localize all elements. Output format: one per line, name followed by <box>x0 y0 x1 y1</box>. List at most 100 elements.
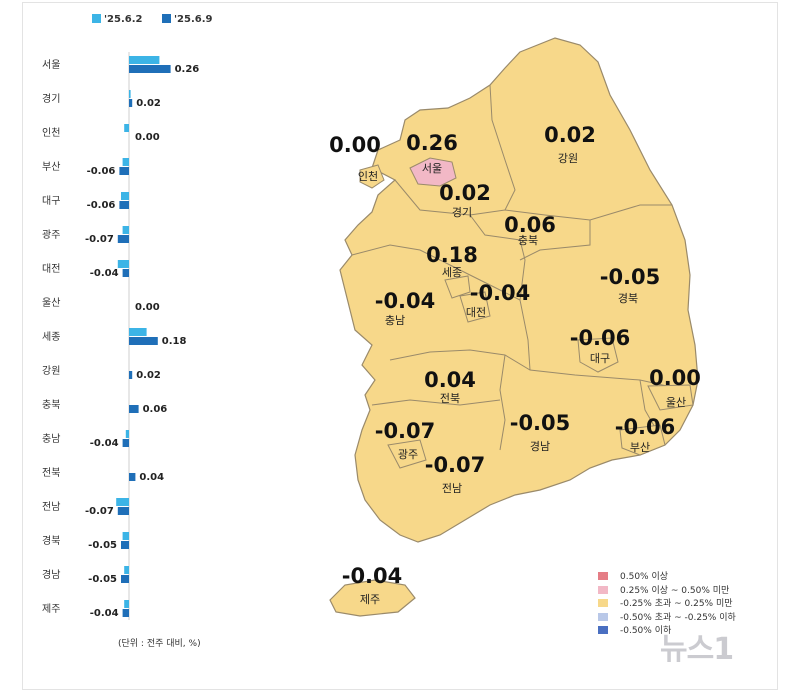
value-label: 0.02 <box>136 370 161 381</box>
region-name: 대전 <box>466 306 486 319</box>
bar-curr <box>119 167 129 175</box>
value-label: -0.05 <box>88 540 117 551</box>
map-legend-item: -0.50% 이하 <box>598 625 736 639</box>
map-legend-label: -0.50% 초과 ~ -0.25% 이하 <box>620 612 736 623</box>
bar-prev <box>124 566 129 574</box>
bar-curr <box>122 439 129 447</box>
region-name: 서울 <box>422 162 442 175</box>
map-legend-label: 0.25% 이상 ~ 0.50% 미만 <box>620 585 730 596</box>
category-label: 인천 <box>42 127 60 139</box>
bar-prev <box>117 260 129 268</box>
category-label: 서울 <box>42 59 60 71</box>
province-borders <box>351 84 686 451</box>
category-label: 경남 <box>42 568 60 581</box>
region-value: -0.04 <box>375 289 436 313</box>
region-busan <box>619 424 666 456</box>
bar-curr <box>121 541 129 549</box>
value-label: -0.04 <box>90 268 119 279</box>
value-label: 0.26 <box>175 64 200 75</box>
bar-curr <box>117 507 129 515</box>
map-legend-item: 0.50% 이상 <box>598 571 736 585</box>
region-sejong <box>444 275 471 299</box>
region-value: -0.06 <box>570 326 631 350</box>
map-legend-label: -0.25% 초과 ~ 0.25% 미만 <box>620 599 733 609</box>
region-value: -0.07 <box>375 419 436 443</box>
region-value: 0.04 <box>424 368 476 392</box>
region-name: 충남 <box>385 314 405 327</box>
bar-prev <box>124 600 129 608</box>
category-label: 전북 <box>42 467 60 479</box>
bar-prev <box>129 90 131 98</box>
value-label: 0.04 <box>139 472 164 483</box>
category-label: 광주 <box>42 229 60 241</box>
map-legend-swatch <box>598 585 608 594</box>
value-label: 0.18 <box>162 336 187 347</box>
region-value: -0.07 <box>425 453 486 477</box>
category-label: 충북 <box>42 399 60 411</box>
map-legend-swatch <box>598 626 608 634</box>
bar-prev <box>129 56 160 64</box>
category-label: 제주 <box>42 603 60 615</box>
bar-curr <box>117 235 129 243</box>
map-legend-item: 0.25% 이상 ~ 0.50% 미만 <box>598 585 736 599</box>
region-value: -0.05 <box>600 265 661 289</box>
bar-prev <box>121 192 129 200</box>
region-value: -0.06 <box>615 415 676 439</box>
map-legend-item: -0.25% 초과 ~ 0.25% 미만 <box>598 598 736 612</box>
region-name: 대구 <box>590 352 610 365</box>
legend-swatch-1 <box>92 14 101 23</box>
value-label: 0.00 <box>135 132 160 143</box>
value-label: -0.07 <box>85 506 114 517</box>
unit-note: (단위 : 전주 대비, %) <box>118 639 201 649</box>
region-daegu <box>577 337 619 373</box>
bar-curr <box>129 371 133 379</box>
region-value: 0.06 <box>504 213 556 237</box>
map-legend-item: -0.50% 초과 ~ -0.25% 이하 <box>598 612 736 626</box>
map-legend-swatch <box>598 612 608 621</box>
legend-series-1: '25.6.2 <box>92 14 143 25</box>
bar-curr <box>129 337 158 345</box>
bar-curr <box>129 99 133 107</box>
map-legend: 0.50% 이상 0.25% 이상 ~ 0.50% 미만 -0.25% 초과 ~ 0… <box>598 571 736 639</box>
bar-prev <box>116 498 129 506</box>
region-name: 충북 <box>518 234 538 247</box>
map-legend-label: 0.50% 이상 <box>620 572 669 582</box>
category-label: 강원 <box>42 365 60 377</box>
region-name: 경남 <box>530 440 550 453</box>
bar-prev <box>122 158 129 166</box>
category-label: 부산 <box>42 161 60 173</box>
region-name: 전남 <box>442 482 462 495</box>
category-label: 충남 <box>42 433 60 445</box>
value-label: 0.00 <box>135 302 160 313</box>
region-daejeon <box>459 291 491 323</box>
map-legend-swatch <box>598 599 608 607</box>
bar-curr <box>121 575 129 583</box>
map-legend-swatch <box>598 572 608 580</box>
bar-prev <box>122 226 129 234</box>
region-name: 광주 <box>398 448 418 461</box>
region-name: 세종 <box>442 266 462 279</box>
bar-curr <box>129 405 139 413</box>
bar-chart: 서울 0.26 경기 0.02 인천 0.00 부산 -0.06 대구 -0.06 광주 -0.07 대… <box>42 52 200 620</box>
value-label: -0.04 <box>90 438 119 449</box>
region-name: 경기 <box>452 206 472 219</box>
bar-curr <box>119 201 129 209</box>
category-label: 세종 <box>42 331 60 343</box>
region-value: 0.26 <box>406 131 458 155</box>
bar-curr <box>129 473 136 481</box>
region-value: 0.02 <box>439 181 491 205</box>
region-name: 울산 <box>666 396 686 409</box>
region-name: 인천 <box>358 169 378 183</box>
region-value: -0.05 <box>510 411 571 435</box>
region-incheon <box>359 164 385 189</box>
watermark: 뉴스1 <box>660 632 734 667</box>
category-label: 울산 <box>42 297 60 309</box>
region-name: 전북 <box>440 392 460 405</box>
bar-curr <box>129 65 171 73</box>
region-name: 강원 <box>558 152 578 165</box>
value-label: -0.05 <box>88 574 117 585</box>
region-jeju <box>329 579 416 617</box>
region-name: 제주 <box>360 593 380 606</box>
bar-prev <box>122 532 129 540</box>
region-value: -0.04 <box>342 564 403 588</box>
